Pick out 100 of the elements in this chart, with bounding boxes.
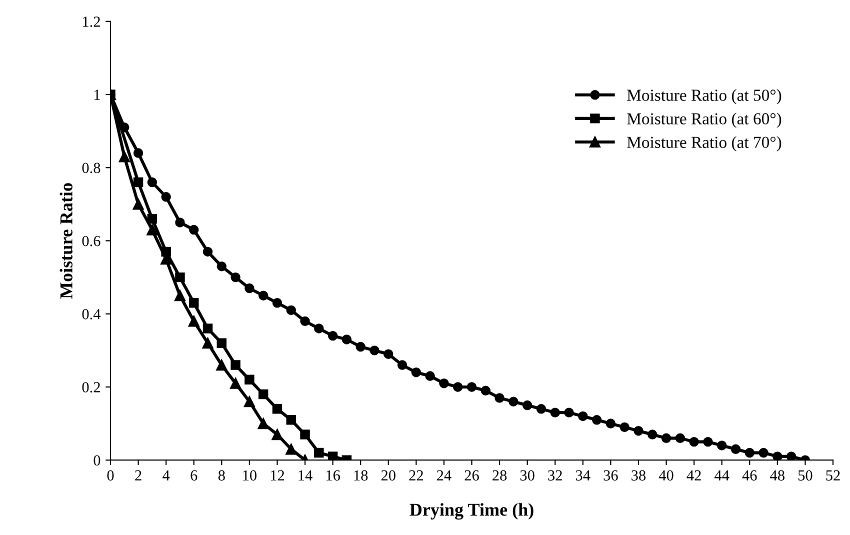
point: [578, 411, 588, 422]
point: [216, 338, 227, 348]
point: [758, 448, 768, 458]
point: [146, 224, 158, 236]
point: [174, 290, 186, 302]
x-axis-title: Drying Time (h): [410, 503, 534, 520]
point: [370, 346, 380, 356]
point: [634, 426, 644, 436]
x-tick-label: 2: [135, 470, 142, 480]
y-tick-label: 0.2: [82, 382, 100, 392]
point: [230, 272, 240, 282]
point: [202, 338, 214, 349]
x-tick-label: 18: [354, 470, 368, 481]
point: [300, 430, 310, 440]
point: [244, 396, 255, 408]
point: [689, 436, 699, 447]
y-tick-label: 0.6: [82, 236, 100, 246]
x-tick-label: 40: [658, 470, 674, 481]
x-tick-label: 36: [604, 470, 618, 481]
y-axis-title: Moisture Ratio: [60, 183, 72, 299]
point: [384, 349, 394, 359]
x-tick-label: 50: [798, 470, 812, 481]
legend-label: Moisture Ratio (at 60°): [627, 112, 782, 128]
point: [550, 408, 560, 418]
point: [188, 316, 200, 327]
point: [620, 422, 630, 432]
point: [592, 415, 602, 425]
y-tick-label: 0.4: [82, 309, 101, 320]
x-tick-label: 48: [770, 470, 784, 481]
point: [230, 378, 242, 389]
point: [425, 371, 435, 381]
point: [328, 452, 338, 460]
x-tick-label: 32: [548, 470, 562, 481]
point: [314, 324, 324, 334]
point: [342, 334, 352, 344]
point: [786, 452, 796, 460]
point: [189, 298, 199, 308]
x-tick-label: 26: [464, 470, 479, 481]
point: [244, 374, 254, 385]
x-tick-label: 52: [826, 470, 840, 481]
point: [133, 177, 144, 188]
y-tick-label: 0: [94, 455, 100, 466]
point: [300, 316, 310, 326]
x-tick-label: 30: [520, 470, 534, 481]
point: [494, 393, 504, 403]
point: [730, 444, 741, 454]
point: [286, 305, 296, 316]
point: [202, 324, 213, 334]
point: [258, 389, 268, 400]
point: [286, 415, 296, 425]
x-tick-label: 12: [270, 470, 284, 480]
point: [648, 430, 658, 440]
point: [675, 433, 686, 444]
point: [258, 290, 268, 300]
point: [175, 272, 185, 282]
legend-label: Moisture Ratio (at 50°): [627, 89, 782, 104]
x-tick-label: 4: [162, 470, 170, 480]
point: [716, 440, 727, 450]
point: [230, 360, 240, 370]
point: [118, 151, 130, 162]
point: [244, 283, 254, 294]
point: [147, 177, 158, 188]
point: [328, 330, 338, 341]
point: [356, 342, 366, 352]
point: [314, 448, 324, 458]
x-tick-label: 34: [576, 470, 590, 481]
point: [397, 360, 408, 370]
x-tick-label: 24: [436, 470, 452, 480]
point: [272, 298, 282, 308]
point: [216, 359, 228, 371]
x-tick-label: 22: [409, 470, 423, 480]
point: [272, 428, 283, 440]
x-tick-label: 10: [243, 470, 256, 481]
point: [452, 382, 463, 392]
point: [703, 436, 713, 447]
point: [466, 382, 477, 392]
point: [133, 148, 144, 158]
point: [411, 368, 422, 378]
point: [606, 418, 616, 428]
x-tick-label: 8: [218, 470, 225, 481]
point: [286, 444, 297, 455]
point: [564, 408, 574, 418]
point: [772, 452, 782, 460]
point: [161, 192, 171, 202]
point: [439, 378, 449, 388]
x-tick-label: 44: [714, 470, 730, 480]
x-tick-label: 6: [190, 470, 198, 481]
point: [661, 433, 672, 444]
point: [536, 404, 546, 414]
legend-label: Moisture Ratio (at 70°): [627, 136, 782, 152]
y-tick-label: 1: [94, 90, 100, 100]
point: [132, 198, 144, 210]
point: [258, 418, 269, 430]
point: [189, 224, 199, 235]
y-tick-label: 0.8: [82, 162, 100, 174]
point: [480, 386, 491, 396]
x-tick-label: 0: [107, 470, 114, 481]
x-tick-label: 38: [632, 470, 646, 481]
point: [202, 246, 213, 257]
point: [522, 400, 532, 410]
